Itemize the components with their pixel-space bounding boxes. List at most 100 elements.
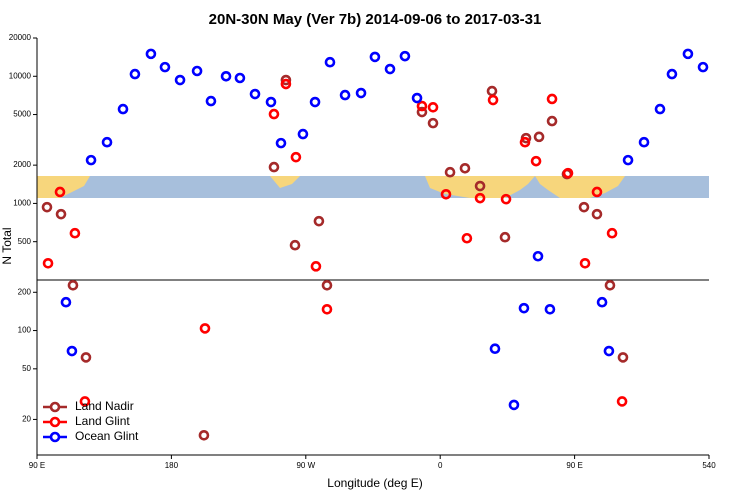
point: [67, 279, 79, 291]
point: [198, 430, 210, 441]
map-strip: [37, 176, 709, 198]
point: [265, 96, 277, 108]
point: [654, 103, 666, 115]
y-tick-label: 20000: [9, 33, 32, 42]
point: [518, 302, 530, 314]
point: [205, 95, 217, 107]
point: [616, 396, 628, 407]
point: [578, 201, 590, 213]
point: [617, 352, 629, 363]
point: [321, 279, 333, 291]
y-tick-label: 5000: [13, 110, 31, 119]
y-tick-label: 100: [18, 326, 32, 335]
y-tick-label: 20: [22, 415, 31, 424]
point: [508, 399, 520, 411]
point: [682, 48, 694, 60]
point: [60, 296, 72, 308]
point: [533, 131, 545, 143]
point: [191, 65, 203, 77]
point: [440, 188, 452, 200]
point: [487, 94, 499, 106]
y-tick-label: 2000: [13, 160, 31, 169]
point: [199, 323, 211, 334]
point: [416, 100, 428, 112]
point: [591, 186, 603, 198]
x-tick-label: 90 W: [296, 461, 315, 470]
x-tick-label: 180: [165, 461, 179, 470]
y-tick-label: 500: [18, 237, 32, 246]
point: [290, 151, 302, 163]
y-tick-label: 50: [22, 364, 31, 373]
x-axis-label: Longitude (deg E): [327, 476, 422, 490]
legend-label: Land Glint: [75, 414, 130, 428]
point: [474, 180, 486, 192]
point: [444, 166, 456, 178]
point: [324, 56, 336, 68]
point: [321, 303, 333, 315]
point: [416, 106, 428, 118]
point: [42, 258, 54, 269]
point: [280, 74, 292, 86]
point: [486, 85, 498, 97]
point: [459, 162, 471, 174]
chart-title: 20N-30N May (Ver 7b) 2014-09-06 to 2017-…: [209, 11, 542, 28]
y-tick-label: 10000: [9, 71, 32, 80]
point: [369, 51, 381, 63]
point: [54, 186, 66, 198]
point: [41, 201, 53, 213]
point: [666, 68, 678, 80]
point: [80, 352, 92, 363]
legend-marker: [49, 416, 61, 428]
legend-marker: [49, 431, 61, 443]
point: [355, 87, 367, 99]
point: [546, 115, 558, 127]
point: [606, 227, 618, 239]
point: [297, 128, 309, 140]
point: [69, 227, 81, 239]
point: [489, 343, 501, 354]
point: [596, 296, 608, 308]
point: [85, 154, 97, 166]
point: [461, 232, 473, 244]
point: [638, 136, 650, 148]
point: [562, 167, 574, 179]
point: [427, 117, 439, 129]
point: [591, 208, 603, 220]
legend-label: Land Nadir: [75, 399, 134, 413]
point: [474, 192, 486, 204]
point: [530, 155, 542, 167]
point: [532, 250, 544, 262]
point: [313, 215, 325, 227]
point: [55, 208, 67, 220]
point: [384, 63, 396, 75]
point: [145, 48, 157, 60]
point: [275, 137, 287, 149]
x-tick-label: 90 E: [566, 461, 582, 470]
point: [399, 50, 411, 62]
x-tick-label: 90 E: [29, 461, 45, 470]
point: [427, 102, 439, 113]
point: [500, 193, 512, 205]
point: [544, 303, 556, 315]
point: [101, 136, 113, 148]
point: [310, 261, 322, 272]
point: [289, 239, 301, 251]
point: [129, 68, 141, 80]
legend-label: Ocean Glint: [75, 429, 139, 443]
point: [79, 396, 91, 407]
point: [66, 345, 78, 357]
point: [546, 93, 558, 105]
point: [174, 74, 186, 86]
point: [697, 61, 709, 73]
point: [249, 88, 261, 100]
point: [309, 96, 321, 108]
point: [519, 136, 531, 148]
x-tick-label: 540: [702, 461, 716, 470]
point: [117, 103, 129, 115]
point: [339, 89, 351, 101]
point: [220, 70, 232, 82]
point: [579, 258, 591, 269]
point: [622, 154, 634, 166]
y-tick-label: 1000: [13, 199, 31, 208]
